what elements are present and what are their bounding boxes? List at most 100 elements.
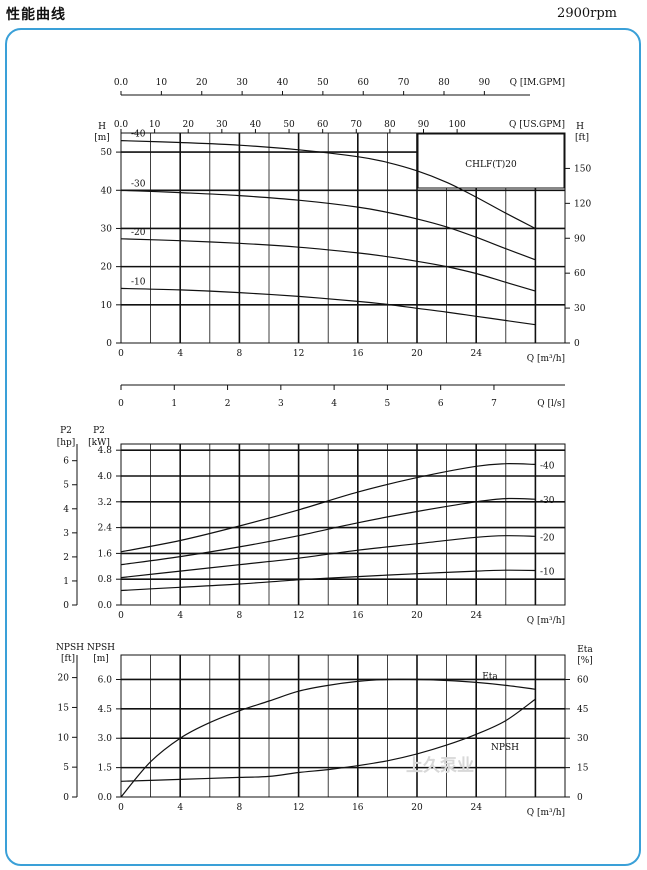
y-axis-unit-m-npsh: [m] <box>93 654 109 664</box>
us-gpm-tick-label: 40 <box>250 120 262 130</box>
y-axis-unit-ft-npsh: [ft] <box>61 654 75 664</box>
y-axis-label-p2-kw: P2 <box>93 426 105 436</box>
im-gpm-tick-label: 40 <box>277 78 289 88</box>
series-label: -10 <box>131 277 146 287</box>
chart-title: CHLF(T)20 <box>465 159 517 170</box>
y-tick-label-hp: 3 <box>63 529 69 539</box>
y-tick-label-m: 30 <box>101 224 113 234</box>
l-s-tick-label: 6 <box>438 399 444 409</box>
series-label: -20 <box>131 228 146 238</box>
y-tick-label-eta: 45 <box>577 705 589 715</box>
series-label: -40 <box>540 461 555 471</box>
series-label: -10 <box>540 567 555 577</box>
im-gpm-axis-label: Q [IM.GPM] <box>510 78 565 88</box>
y-tick-label-ft: 150 <box>574 164 591 174</box>
y-tick-label-npsh-ft: 0 <box>63 793 69 803</box>
head-curve <box>120 140 536 230</box>
x-axis-label: Q [m³/h] <box>527 616 565 626</box>
y-tick-label-kw: 4.0 <box>98 472 113 482</box>
x-tick-label: 4 <box>177 349 183 359</box>
y-tick-label-eta: 30 <box>577 734 589 744</box>
y-tick-label-hp: 1 <box>63 577 69 587</box>
chart-frame <box>5 28 641 866</box>
l-s-tick-label: 5 <box>385 399 391 409</box>
y-tick-label-m: 10 <box>101 301 113 311</box>
y-tick-label-npsh-ft: 20 <box>58 674 70 684</box>
x-tick-label: 4 <box>177 611 183 621</box>
y-tick-label-kw: 4.8 <box>98 446 113 456</box>
series-label: -20 <box>540 533 555 543</box>
power-curve <box>120 497 536 566</box>
x-tick-label: 16 <box>352 803 364 813</box>
x-tick-label: 12 <box>293 349 304 359</box>
x-tick-label: 0 <box>118 611 124 621</box>
y-tick-label-eta: 15 <box>577 764 589 774</box>
x-axis-label: Q [m³/h] <box>527 808 565 818</box>
im-gpm-tick-label: 60 <box>358 78 370 88</box>
y-axis-label-npsh-m: NPSH <box>87 643 115 653</box>
series-label: -30 <box>540 496 555 506</box>
im-gpm-tick-label: 70 <box>398 78 410 88</box>
y-axis-unit-ft: [ft] <box>575 133 589 143</box>
x-tick-label: 20 <box>411 349 423 359</box>
us-gpm-tick-label: 100 <box>449 120 466 130</box>
x-axis-label: Q [m³/h] <box>527 354 565 364</box>
y-tick-label-kw: 2.4 <box>98 524 113 534</box>
y-axis-label-h-right: H <box>576 122 584 132</box>
im-gpm-tick-label: 0.0 <box>114 78 129 88</box>
l-s-tick-label: 4 <box>331 399 337 409</box>
l-s-tick-label: 7 <box>491 399 497 409</box>
series-label-npsh: NPSH <box>491 743 519 753</box>
power-curve <box>120 535 536 579</box>
x-tick-label: 24 <box>470 349 482 359</box>
title-box <box>417 133 565 189</box>
y-tick-label-npsh-m: 6.0 <box>98 675 113 685</box>
plot-border <box>120 443 566 606</box>
im-gpm-tick-label: 30 <box>236 78 248 88</box>
us-gpm-tick-label: 30 <box>216 120 228 130</box>
y-axis-unit-pct: [%] <box>577 656 593 666</box>
l-s-tick-label: 2 <box>225 399 231 409</box>
power-curve <box>120 569 536 592</box>
y-tick-label-npsh-m: 0.0 <box>98 793 113 803</box>
y-axis-label-h: H <box>98 122 106 132</box>
y-tick-label-kw: 1.6 <box>98 549 113 559</box>
watermark-logo: 上久泵业 <box>406 755 474 776</box>
us-gpm-axis-label: Q [US.GPM] <box>509 120 565 130</box>
y-tick-label-m: 40 <box>101 186 113 196</box>
y-axis-label-p2-hp: P2 <box>60 426 72 436</box>
series-label: -30 <box>131 179 146 189</box>
us-gpm-tick-label: 70 <box>351 120 363 130</box>
y-tick-label-kw: 3.2 <box>98 498 112 508</box>
y-tick-label-hp: 5 <box>63 481 69 491</box>
eta-curve <box>120 678 536 798</box>
x-tick-label: 24 <box>470 803 482 813</box>
y-tick-label-npsh-ft: 10 <box>58 733 70 743</box>
head-curve <box>120 189 536 261</box>
us-gpm-tick-label: 0.0 <box>114 120 129 130</box>
head-curve <box>120 238 536 292</box>
y-tick-label-m: 0 <box>106 339 112 349</box>
y-tick-label-kw: 0.8 <box>98 575 113 585</box>
y-axis-unit-kw: [kW] <box>88 438 110 448</box>
y-tick-label-ft: 30 <box>574 304 586 314</box>
y-tick-label-hp: 6 <box>63 457 69 467</box>
l-s-tick-label: 1 <box>171 399 177 409</box>
y-axis-label-eta: Eta <box>577 645 593 655</box>
us-gpm-tick-label: 10 <box>149 120 161 130</box>
x-tick-label: 12 <box>293 803 304 813</box>
l-s-axis-label: Q [l/s] <box>537 399 565 409</box>
y-tick-label-hp: 4 <box>63 505 69 515</box>
x-tick-label: 20 <box>411 611 423 621</box>
y-tick-label-npsh-ft: 15 <box>58 703 70 713</box>
us-gpm-tick-label: 50 <box>283 120 295 130</box>
x-tick-label: 16 <box>352 349 364 359</box>
l-s-tick-label: 3 <box>278 399 284 409</box>
y-axis-label-npsh-ft: NPSH <box>56 643 84 653</box>
y-tick-label-m: 50 <box>101 148 113 158</box>
x-tick-label: 8 <box>237 349 243 359</box>
x-tick-label: 20 <box>411 803 423 813</box>
speed-label: 2900rpm <box>557 6 617 21</box>
power-curve <box>120 463 536 553</box>
